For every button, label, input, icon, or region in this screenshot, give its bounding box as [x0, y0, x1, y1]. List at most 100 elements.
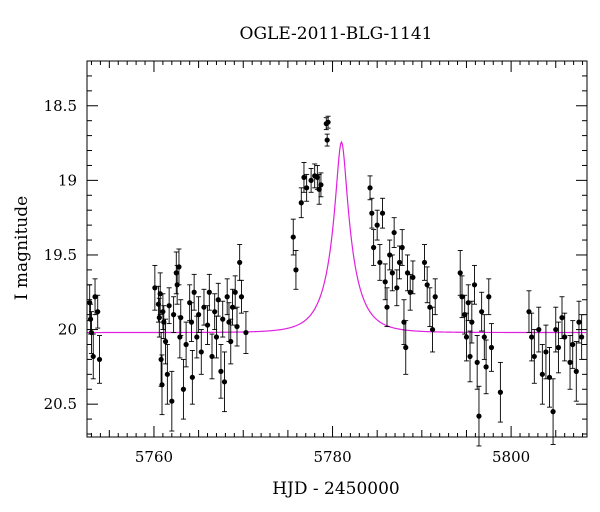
- data-marker: [162, 338, 169, 345]
- data-marker: [213, 334, 220, 340]
- data-point: [308, 167, 314, 193]
- data-point: [314, 164, 320, 190]
- data-point: [194, 315, 200, 359]
- x-tick-label: 5780: [313, 448, 351, 466]
- data-point: [559, 296, 565, 339]
- data-marker: [576, 319, 582, 325]
- data-point: [177, 315, 183, 359]
- data-marker: [559, 315, 565, 321]
- data-point: [539, 344, 545, 405]
- data-marker: [377, 259, 383, 266]
- data-point: [198, 329, 204, 375]
- data-marker: [553, 326, 559, 333]
- data-marker: [171, 312, 177, 318]
- data-point: [318, 172, 324, 198]
- data-point: [567, 335, 573, 390]
- data-point: [543, 324, 549, 380]
- data-point: [576, 300, 582, 344]
- x-tick-label: 5800: [492, 448, 530, 466]
- data-point: [367, 175, 373, 201]
- data-point: [479, 291, 485, 332]
- data-point: [424, 266, 430, 304]
- data-point: [410, 260, 416, 295]
- data-marker: [169, 398, 175, 404]
- data-marker: [529, 334, 535, 340]
- data-point: [159, 354, 165, 416]
- data-point: [95, 294, 101, 329]
- data-point: [579, 314, 585, 360]
- data-point: [304, 173, 310, 202]
- data-marker: [221, 379, 228, 385]
- data-point: [404, 254, 411, 292]
- data-point: [384, 287, 390, 328]
- data-point: [483, 339, 489, 395]
- data-point: [157, 272, 163, 316]
- data-point: [324, 133, 330, 147]
- data-marker: [555, 344, 562, 351]
- data-marker: [293, 267, 299, 273]
- data-marker: [166, 303, 172, 309]
- data-marker: [536, 326, 542, 333]
- data-marker: [215, 297, 221, 303]
- data-marker: [314, 174, 320, 180]
- data-point: [486, 278, 492, 316]
- y-axis-label: I magnitude: [12, 196, 32, 300]
- data-point: [462, 294, 468, 335]
- data-marker: [476, 413, 482, 419]
- data-point: [550, 378, 556, 445]
- data-point: [529, 312, 535, 362]
- data-point: [204, 305, 211, 345]
- data-point: [429, 306, 436, 353]
- data-marker: [394, 285, 400, 291]
- data-marker: [308, 177, 314, 183]
- data-point: [169, 370, 175, 432]
- data-marker: [374, 222, 380, 228]
- data-point: [209, 333, 215, 380]
- data-marker: [399, 244, 405, 251]
- data-marker: [469, 319, 475, 325]
- data-point: [497, 361, 503, 423]
- data-point: [196, 296, 202, 334]
- data-point: [188, 302, 195, 342]
- data-marker: [228, 338, 234, 345]
- data-point: [162, 318, 169, 365]
- data-marker: [191, 289, 197, 295]
- plot-frame: [86, 60, 588, 438]
- data-point: [553, 306, 559, 353]
- y-tick-label: 19: [58, 171, 77, 189]
- data-point: [387, 239, 393, 271]
- data-marker: [410, 274, 416, 280]
- data-point: [391, 217, 397, 248]
- data-marker: [176, 264, 182, 270]
- data-marker: [212, 309, 218, 315]
- data-marker: [232, 289, 238, 295]
- data-marker: [562, 334, 568, 340]
- data-marker: [570, 341, 576, 348]
- data-point: [293, 250, 299, 290]
- data-marker: [324, 137, 330, 143]
- data-marker: [486, 294, 492, 300]
- data-point: [469, 300, 475, 344]
- data-marker: [567, 359, 573, 365]
- data-point: [212, 293, 218, 331]
- data-point: [374, 209, 380, 241]
- data-point: [389, 254, 395, 292]
- data-marker: [238, 294, 245, 300]
- data-point: [369, 197, 375, 229]
- data-marker: [429, 326, 436, 333]
- data-marker: [159, 382, 165, 388]
- data-marker: [178, 315, 184, 321]
- data-marker: [218, 368, 224, 374]
- chart-title: OGLE-2011-BLG-1141: [240, 24, 433, 44]
- data-marker: [325, 119, 331, 125]
- data-marker: [316, 186, 322, 192]
- data-point: [476, 385, 482, 447]
- data-point: [298, 187, 304, 219]
- data-marker: [160, 309, 166, 315]
- data-point: [427, 287, 433, 328]
- data-point: [325, 115, 331, 129]
- x-tick-label: 5760: [135, 448, 173, 466]
- data-marker: [224, 294, 230, 300]
- data-marker: [189, 374, 195, 380]
